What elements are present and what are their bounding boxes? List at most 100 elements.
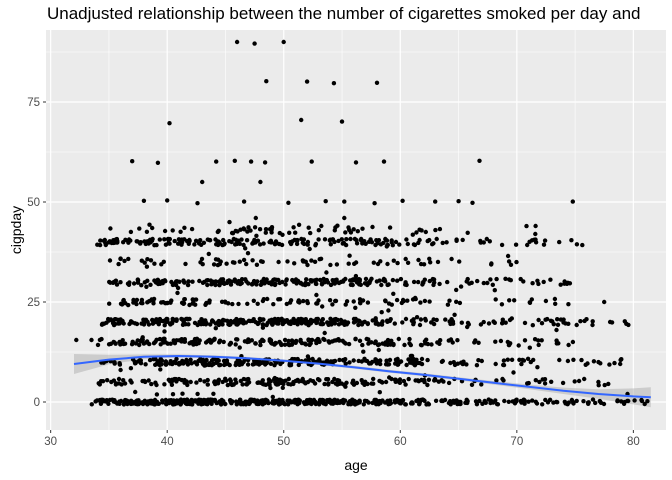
data-point xyxy=(480,401,485,406)
data-point xyxy=(492,320,497,325)
data-point xyxy=(128,366,134,371)
data-point xyxy=(152,278,157,283)
data-point xyxy=(448,402,453,407)
data-point xyxy=(407,336,412,342)
data-point xyxy=(429,342,434,347)
data-point xyxy=(284,318,290,323)
data-point xyxy=(322,381,327,387)
data-point xyxy=(312,278,317,283)
data-point xyxy=(296,299,301,304)
data-point xyxy=(116,376,122,382)
data-point xyxy=(382,400,388,405)
data-point xyxy=(205,338,211,344)
data-point xyxy=(185,282,191,288)
data-point xyxy=(228,282,234,287)
data-point xyxy=(432,378,437,383)
data-point xyxy=(300,240,305,245)
data-point xyxy=(172,238,177,244)
data-point xyxy=(292,320,297,326)
data-point xyxy=(248,318,253,324)
data-point xyxy=(487,239,492,244)
data-point xyxy=(118,367,123,373)
data-point xyxy=(303,321,309,326)
data-point xyxy=(153,339,158,344)
data-point xyxy=(512,298,517,303)
data-point xyxy=(137,342,142,348)
data-point xyxy=(127,400,132,406)
data-point xyxy=(401,378,407,384)
data-point xyxy=(513,242,519,247)
data-point xyxy=(479,358,484,364)
data-point xyxy=(281,39,286,45)
data-point xyxy=(357,338,363,343)
data-point xyxy=(437,281,442,287)
data-point xyxy=(476,340,481,345)
data-point xyxy=(120,338,125,343)
x-tick-label: 70 xyxy=(510,436,523,448)
data-point xyxy=(337,381,342,386)
data-point xyxy=(343,341,348,346)
data-point xyxy=(326,339,331,344)
data-point xyxy=(509,316,514,321)
data-point xyxy=(457,259,462,264)
data-point xyxy=(256,401,262,407)
data-point xyxy=(316,237,321,242)
data-point xyxy=(322,330,327,336)
data-point xyxy=(190,402,195,407)
data-point xyxy=(378,358,383,363)
data-point xyxy=(105,378,110,383)
data-point xyxy=(179,242,184,247)
data-point xyxy=(514,397,519,402)
data-point xyxy=(355,229,360,234)
data-point xyxy=(343,361,348,366)
data-point xyxy=(138,338,143,344)
data-point xyxy=(264,79,269,84)
data-point xyxy=(499,302,505,307)
data-point xyxy=(408,353,414,359)
data-point xyxy=(318,277,323,283)
data-point xyxy=(241,257,247,263)
data-point xyxy=(286,381,291,387)
data-point xyxy=(362,398,368,403)
data-point xyxy=(99,336,104,342)
data-point xyxy=(370,224,375,230)
data-point xyxy=(152,261,157,266)
data-point xyxy=(286,376,291,382)
data-point xyxy=(552,296,558,302)
data-point xyxy=(606,381,611,387)
data-point xyxy=(531,357,536,363)
data-point xyxy=(353,277,358,282)
data-point xyxy=(336,322,342,327)
data-point xyxy=(273,340,278,346)
data-point xyxy=(151,296,157,302)
data-point xyxy=(518,276,523,282)
data-point xyxy=(372,201,377,206)
data-point xyxy=(121,321,126,326)
data-point xyxy=(223,376,228,381)
data-point xyxy=(241,242,246,248)
data-point xyxy=(619,357,624,362)
data-point xyxy=(450,319,456,324)
data-point xyxy=(249,338,254,343)
data-point xyxy=(419,343,424,348)
data-point xyxy=(328,400,333,405)
data-point xyxy=(440,240,445,246)
data-point xyxy=(218,319,224,324)
data-point xyxy=(257,242,263,247)
data-point xyxy=(386,402,391,407)
data-point xyxy=(403,402,408,407)
data-point xyxy=(312,259,318,264)
data-point xyxy=(95,342,101,348)
data-point xyxy=(264,277,269,282)
data-point xyxy=(312,381,318,386)
data-point xyxy=(125,238,131,244)
data-point xyxy=(506,259,512,264)
data-point xyxy=(417,322,423,328)
data-point xyxy=(280,232,285,237)
data-point xyxy=(570,199,575,204)
data-point xyxy=(555,400,560,405)
data-point xyxy=(219,299,225,304)
data-point xyxy=(182,297,187,302)
data-point xyxy=(237,259,242,264)
data-point xyxy=(188,357,193,362)
